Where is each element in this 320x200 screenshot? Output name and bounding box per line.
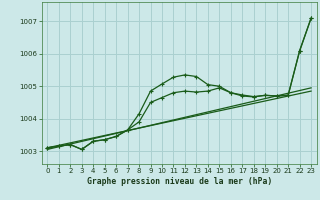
X-axis label: Graphe pression niveau de la mer (hPa): Graphe pression niveau de la mer (hPa) bbox=[87, 177, 272, 186]
